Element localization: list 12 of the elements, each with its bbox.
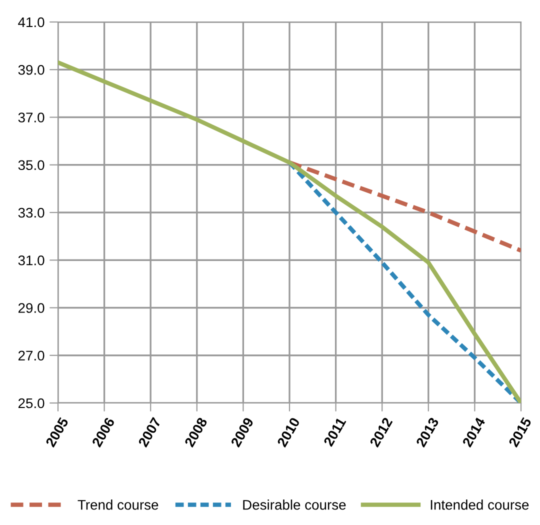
y-tick-label: 31.0 xyxy=(18,255,44,266)
y-tick-label: 37.0 xyxy=(18,112,44,122)
y-tick-label: 35.0 xyxy=(18,160,44,170)
legend-label: Intended course xyxy=(430,500,529,510)
y-tick-label: 29.0 xyxy=(18,303,44,313)
y-tick-label: 33.0 xyxy=(18,208,44,218)
legend-label: Trend course xyxy=(78,500,158,510)
y-tick-label: 39.0 xyxy=(18,64,44,75)
y-tick-label: 25.0 xyxy=(18,398,44,408)
legend-label: Desirable course xyxy=(243,500,346,510)
y-tick-label: 27.0 xyxy=(18,350,44,361)
y-tick-label: 41.0 xyxy=(18,17,44,28)
